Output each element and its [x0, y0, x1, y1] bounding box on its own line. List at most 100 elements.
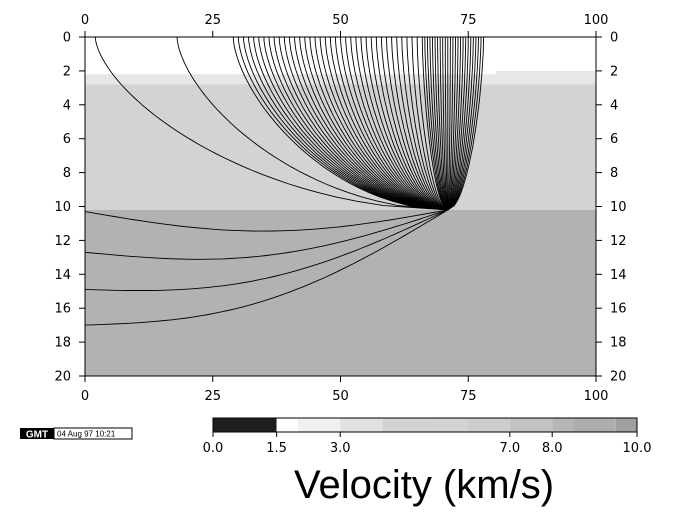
ray-path — [447, 37, 467, 211]
ray-path — [447, 37, 456, 211]
ray-path — [447, 37, 477, 211]
ray-path — [360, 36, 448, 211]
colorbar-segment — [382, 418, 425, 432]
ray-path — [421, 37, 449, 211]
ray-path — [176, 36, 448, 211]
ray-path — [370, 36, 448, 211]
ray-path — [375, 36, 448, 211]
colorbar-frame — [212, 417, 638, 433]
y-tick-label-left: 10 — [54, 200, 71, 215]
y-tick-label-right: 0 — [610, 31, 618, 46]
colorbar-tick-label: 7.0 — [499, 441, 520, 456]
y-tick-label-left: 18 — [54, 336, 71, 351]
gmt-timestamp: GMT 04 Aug 97 10:21 — [20, 427, 133, 441]
ray-path — [401, 36, 449, 211]
ray-path — [94, 36, 448, 211]
ray-path — [424, 36, 449, 211]
velocity-layer-1 — [85, 74, 596, 85]
ray-path — [283, 36, 448, 211]
deep-ray-path — [84, 209, 448, 232]
x-tick-label-bottom: 50 — [332, 389, 349, 404]
ray-paths — [84, 36, 485, 326]
y-tick-label-right: 20 — [610, 370, 627, 385]
ray-path — [237, 36, 448, 211]
ray-path — [355, 36, 448, 211]
y-tick-label-left: 8 — [63, 166, 71, 181]
colorbar-tick-label: 8.0 — [542, 441, 563, 456]
ray-path — [432, 37, 449, 211]
x-tick-label-bottom: 0 — [81, 389, 89, 404]
ray-path — [447, 36, 479, 211]
velocity-layers — [85, 37, 596, 376]
colorbar-segment — [276, 418, 298, 432]
x-tick-label-top: 75 — [460, 13, 477, 28]
x-tick-label-top: 25 — [204, 13, 221, 28]
colorbar-segment — [573, 418, 616, 432]
x-tick-label-bottom: 75 — [460, 389, 477, 404]
ray-path — [278, 36, 448, 211]
ray-path — [447, 37, 454, 210]
velocity-layer-step — [496, 70, 596, 75]
velocity-layer-top-right — [496, 37, 596, 71]
colorbar-segment — [213, 418, 277, 432]
ray-path — [447, 37, 459, 211]
ray-path — [258, 36, 448, 211]
y-tick-label-right: 2 — [610, 64, 618, 79]
ray-path — [314, 36, 448, 211]
timestamp-text: 04 Aug 97 10:21 — [57, 430, 116, 439]
timestamp-box — [53, 427, 133, 440]
x-tick-label-top: 0 — [81, 13, 89, 28]
colorbar: 0.0 1.5 3.0 7.0 8.0 10.0 — [203, 417, 651, 456]
colorbar-tick-label: 0.0 — [203, 441, 224, 456]
ray-path — [447, 36, 485, 211]
ray-path — [248, 36, 448, 211]
ray-path — [447, 36, 469, 211]
ray-path — [294, 36, 448, 211]
y-tick-label-left: 6 — [63, 132, 71, 147]
ray-path — [329, 36, 448, 211]
ray-path — [429, 36, 449, 211]
ray-path — [340, 36, 448, 211]
velocity-layer-2 — [85, 84, 596, 210]
ray-path — [268, 36, 448, 211]
y-tick-label-left: 4 — [63, 98, 71, 113]
colorbar-tick-label: 3.0 — [330, 441, 351, 456]
x-tick-label-bottom: 25 — [204, 389, 221, 404]
y-tick-label-left: 12 — [54, 234, 71, 249]
ray-path — [242, 36, 448, 211]
gmt-logo-box — [20, 428, 54, 439]
ray-path — [447, 37, 482, 211]
ray-path — [416, 37, 449, 211]
colorbar-segment — [552, 418, 574, 432]
y-tick-label-right: 6 — [610, 132, 618, 147]
y-tick-label-left: 14 — [54, 268, 71, 283]
ray-path — [288, 36, 448, 211]
y-tick-label-left: 2 — [63, 64, 71, 79]
colorbar-segment — [615, 418, 637, 432]
colorbar-tick-label: 1.5 — [266, 441, 287, 456]
ray-path — [253, 36, 448, 211]
y-tick-label-right: 16 — [610, 302, 627, 317]
ray-path — [309, 36, 448, 211]
x-tick-label-top: 50 — [332, 13, 349, 28]
y-tick-label-left: 0 — [63, 31, 71, 46]
ray-path — [304, 36, 448, 211]
x-tick-label-top: 100 — [584, 13, 609, 28]
ray-path — [386, 36, 448, 211]
ray-path — [396, 36, 448, 211]
ray-path — [447, 36, 474, 211]
ray-path — [380, 36, 448, 211]
ray-path — [406, 36, 449, 211]
ray-path — [319, 36, 448, 211]
ray-path — [444, 37, 449, 210]
ray-path — [447, 37, 472, 211]
ray-path — [350, 36, 448, 211]
deep-ray-path — [84, 209, 448, 260]
colorbar-label: Velocity (km/s) — [294, 463, 554, 507]
y-tick-label-left: 16 — [54, 302, 71, 317]
y-tick-label-right: 12 — [610, 234, 627, 249]
ray-path — [391, 36, 448, 211]
ray-path — [273, 36, 448, 211]
